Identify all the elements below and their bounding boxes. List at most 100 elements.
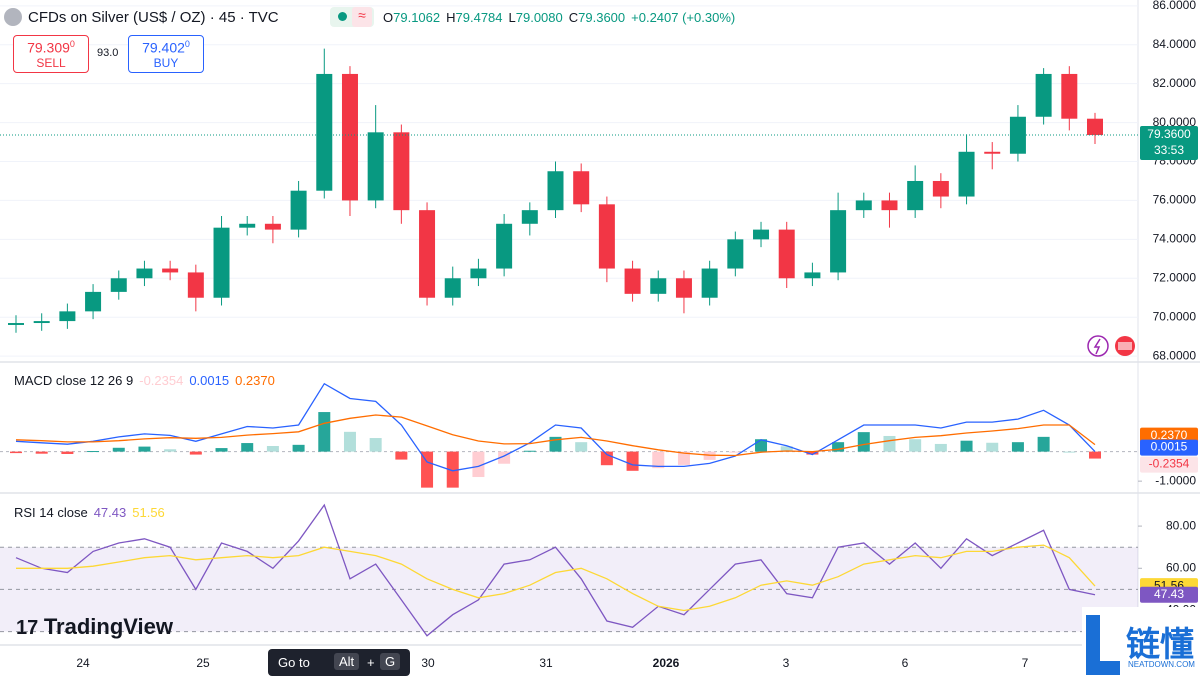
histogram-bar (523, 450, 536, 452)
histogram-bar (986, 442, 999, 452)
candle-body (547, 171, 564, 211)
rsi-line (15, 503, 1096, 637)
candle-body (907, 180, 924, 211)
candle-body (521, 210, 538, 224)
watermark-site: NEATDOWN.COM (1128, 660, 1195, 669)
histogram-bar (343, 431, 356, 452)
candle-body (110, 278, 127, 292)
histogram-bar (1011, 442, 1024, 452)
y-tick-label: 76.0000 (1153, 193, 1197, 207)
tooltip-plus: + (367, 655, 375, 670)
candle-body (444, 278, 461, 298)
event-icon[interactable] (1087, 335, 1109, 357)
candle-body (341, 73, 358, 201)
histogram-bar (138, 446, 151, 452)
candle-body (650, 278, 667, 294)
candle-body (496, 223, 513, 269)
y-tick-label: 70.0000 (1153, 309, 1197, 323)
y-tick-label: 80.0000 (1153, 115, 1197, 129)
candle-body (804, 272, 821, 279)
candle-body (830, 210, 847, 273)
y-tick-label: 68.0000 (1153, 348, 1197, 362)
spread: 93.0 (97, 47, 119, 59)
ohlc-value: 79.3600 (578, 10, 626, 25)
candle-body (753, 229, 770, 240)
symbol-title: CFDs on Silver (US$ / OZ) · 45 · TVC (28, 9, 279, 26)
histogram-bar (780, 446, 793, 452)
candle-body (290, 190, 307, 230)
x-tick-label: 6 (902, 656, 909, 670)
histogram-bar (189, 451, 202, 455)
y-tick-label: 80.00 (1166, 518, 1196, 532)
status-badge[interactable]: ≈ (330, 7, 374, 27)
macd-badge: 0.0015 (1151, 440, 1188, 454)
logo: 17 TradingView (16, 614, 173, 640)
histogram-bar (857, 432, 870, 452)
sell-last-digit: 0 (69, 39, 75, 49)
sell-button[interactable]: 79.3090 SELL (13, 35, 89, 73)
market-open-dot (338, 12, 347, 21)
indicator-title: MACD close 12 26 9 (14, 373, 134, 388)
buy-button[interactable]: 79.4020 BUY (128, 35, 204, 73)
histogram-bar (395, 451, 408, 460)
ohlc-value: 79.4784 (455, 10, 503, 25)
histogram-bar (369, 438, 382, 452)
histogram-bar (61, 451, 74, 454)
y-tick-label: -1.0000 (1155, 473, 1196, 487)
rsi-badge: 47.43 (1154, 587, 1184, 601)
candle-body (393, 132, 410, 211)
candle-body (984, 151, 1001, 154)
buy-last-digit: 0 (184, 39, 190, 49)
candle-body (573, 171, 590, 205)
histogram-bar (677, 451, 690, 465)
macd-legend: MACD close 12 26 9 -0.2354 0.0015 0.2370 (14, 373, 275, 388)
tooltip-key: Alt (334, 653, 360, 670)
histogram-bar (35, 451, 48, 454)
candle-body (701, 268, 718, 298)
ohlc-legend: O79.1062 H79.4784 L79.0080 C79.3600 +0.2407 … (383, 10, 735, 25)
legend-value: 51.56 (132, 505, 165, 520)
watermark-text: 链懂 (1126, 626, 1194, 664)
candle-body (881, 200, 898, 211)
histogram-bar (909, 439, 922, 452)
buy-label: BUY (153, 55, 179, 70)
icon-bolt (1093, 338, 1101, 355)
ohlc-value: 79.0080 (515, 10, 563, 25)
histogram-bar (806, 451, 819, 455)
candle-body (598, 204, 615, 269)
rsi-legend: RSI 14 close 47.43 51.56 (14, 505, 165, 520)
candle-body (1035, 73, 1052, 117)
histogram-bar (292, 444, 305, 452)
macd-line (15, 382, 1096, 472)
y-tick-label: 72.0000 (1153, 270, 1197, 284)
watermark-foot (1086, 661, 1120, 675)
signal-badge: 0.2370 (1151, 428, 1188, 442)
sell-label: SELL (36, 55, 66, 70)
delay-icon: ≈ (352, 7, 372, 27)
x-tick-label: 31 (539, 656, 553, 670)
histogram-bar (1063, 451, 1076, 453)
histogram-bar (215, 448, 228, 452)
histogram-bar (652, 451, 665, 469)
candle-body (367, 132, 384, 201)
histogram-bar (729, 451, 742, 453)
histogram-bar (883, 435, 896, 452)
histogram-bar (575, 442, 588, 452)
shortcut-tooltip: Go to Alt + G (268, 649, 410, 676)
histogram-bar (472, 451, 485, 478)
indicator-title: RSI 14 close (14, 505, 88, 520)
candle-body (470, 268, 487, 279)
x-tick-label: 25 (196, 656, 210, 670)
flag-stripes (1118, 342, 1132, 350)
histogram-badge-bg (1140, 456, 1198, 473)
candle-body (932, 180, 949, 197)
y-tick-label: 82.0000 (1153, 76, 1197, 90)
candle-body (33, 321, 50, 324)
candle-body (958, 151, 975, 197)
price-badge: 79.3600 (1147, 127, 1191, 141)
x-tick-label: 24 (76, 656, 90, 670)
histogram-bar (421, 451, 434, 488)
histogram-bar (1037, 436, 1050, 452)
